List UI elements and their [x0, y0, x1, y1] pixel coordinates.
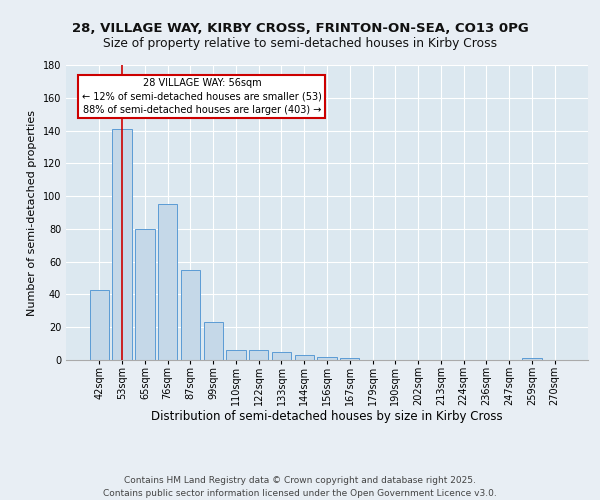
Bar: [181, 270, 200, 360]
Bar: [317, 356, 337, 360]
Bar: [272, 352, 291, 360]
Bar: [135, 229, 155, 360]
Bar: [522, 358, 542, 360]
Text: Size of property relative to semi-detached houses in Kirby Cross: Size of property relative to semi-detach…: [103, 36, 497, 50]
Bar: [203, 322, 223, 360]
Bar: [295, 355, 314, 360]
X-axis label: Distribution of semi-detached houses by size in Kirby Cross: Distribution of semi-detached houses by …: [151, 410, 503, 424]
Bar: [158, 204, 178, 360]
Bar: [90, 290, 109, 360]
Bar: [226, 350, 245, 360]
Bar: [249, 350, 268, 360]
Bar: [112, 129, 132, 360]
Text: 28, VILLAGE WAY, KIRBY CROSS, FRINTON-ON-SEA, CO13 0PG: 28, VILLAGE WAY, KIRBY CROSS, FRINTON-ON…: [71, 22, 529, 36]
Text: 28 VILLAGE WAY: 56sqm
← 12% of semi-detached houses are smaller (53)
88% of semi: 28 VILLAGE WAY: 56sqm ← 12% of semi-deta…: [82, 78, 322, 114]
Text: Contains HM Land Registry data © Crown copyright and database right 2025.
Contai: Contains HM Land Registry data © Crown c…: [103, 476, 497, 498]
Y-axis label: Number of semi-detached properties: Number of semi-detached properties: [27, 110, 37, 316]
Bar: [340, 358, 359, 360]
